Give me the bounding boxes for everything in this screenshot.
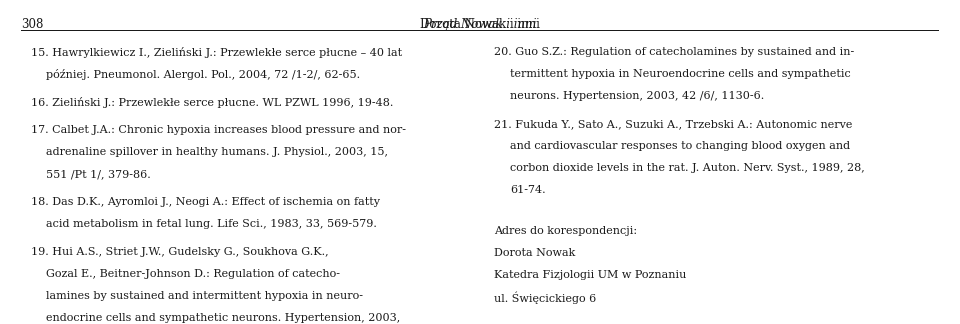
Text: termittent hypoxia in Neuroendocrine cells and sympathetic: termittent hypoxia in Neuroendocrine cel…: [510, 69, 851, 79]
Text: Dorota Nowak i inni: Dorota Nowak i inni: [420, 18, 540, 31]
Text: Katedra Fizjologii UM w Poznaniu: Katedra Fizjologii UM w Poznaniu: [494, 270, 686, 280]
Text: Gozal E., Beitner-Johnson D.: Regulation of catecho-: Gozal E., Beitner-Johnson D.: Regulation…: [46, 269, 340, 279]
Text: endocrine cells and sympathetic neurons. Hypertension, 2003,: endocrine cells and sympathetic neurons.…: [46, 313, 400, 323]
Text: and cardiovascular responses to changing blood oxygen and: and cardiovascular responses to changing…: [510, 141, 850, 151]
Text: ul. Święcickiego 6: ul. Święcickiego 6: [494, 292, 597, 305]
Text: Adres do korespondencji:: Adres do korespondencji:: [494, 226, 637, 236]
Text: 21. Fukuda Y., Sato A., Suzuki A., Trzebski A.: Autonomic nerve: 21. Fukuda Y., Sato A., Suzuki A., Trzeb…: [494, 119, 852, 129]
Text: corbon dioxide levels in the rat. J. Auton. Nerv. Syst., 1989, 28,: corbon dioxide levels in the rat. J. Aut…: [510, 163, 865, 173]
Text: Prząd Nowak i inni: Prząd Nowak i inni: [423, 18, 537, 31]
Text: później. Pneumonol. Alergol. Pol., 2004, 72 /1-2/, 62-65.: później. Pneumonol. Alergol. Pol., 2004,…: [46, 69, 360, 80]
Text: lamines by sustained and intermittent hypoxia in neuro-: lamines by sustained and intermittent hy…: [46, 291, 363, 301]
Text: 15. Hawrylkiewicz I., Zieliński J.: Przewlekłe serce płucne – 40 lat: 15. Hawrylkiewicz I., Zieliński J.: Prze…: [31, 47, 402, 58]
Text: 551 /Pt 1/, 379-86.: 551 /Pt 1/, 379-86.: [46, 169, 151, 179]
Text: 17. Calbet J.A.: Chronic hypoxia increases blood pressure and nor-: 17. Calbet J.A.: Chronic hypoxia increas…: [31, 125, 406, 135]
Text: 18. Das D.K., Ayromloi J., Neogi A.: Effect of ischemia on fatty: 18. Das D.K., Ayromloi J., Neogi A.: Eff…: [31, 197, 380, 207]
Text: 16. Zieliński J.: Przewlekłe serce płucne. WL PZWL 1996, 19-48.: 16. Zieliński J.: Przewlekłe serce płucn…: [31, 97, 393, 108]
Text: neurons. Hypertension, 2003, 42 /6/, 1130-6.: neurons. Hypertension, 2003, 42 /6/, 113…: [510, 91, 764, 101]
Text: 61-74.: 61-74.: [510, 185, 545, 195]
Text: 19. Hui A.S., Striet J.W., Gudelsky G., Soukhova G.K.,: 19. Hui A.S., Striet J.W., Gudelsky G., …: [31, 247, 328, 257]
Text: adrenaline spillover in healthy humans. J. Physiol., 2003, 15,: adrenaline spillover in healthy humans. …: [46, 147, 388, 157]
Text: Dorota Nowak: Dorota Nowak: [494, 248, 576, 258]
Text: 20. Guo S.Z.: Regulation of catecholamines by sustained and in-: 20. Guo S.Z.: Regulation of catecholamin…: [494, 47, 854, 57]
Text: acid metabolism in fetal lung. Life Sci., 1983, 33, 569-579.: acid metabolism in fetal lung. Life Sci.…: [46, 219, 377, 229]
Text: 308: 308: [21, 18, 43, 31]
